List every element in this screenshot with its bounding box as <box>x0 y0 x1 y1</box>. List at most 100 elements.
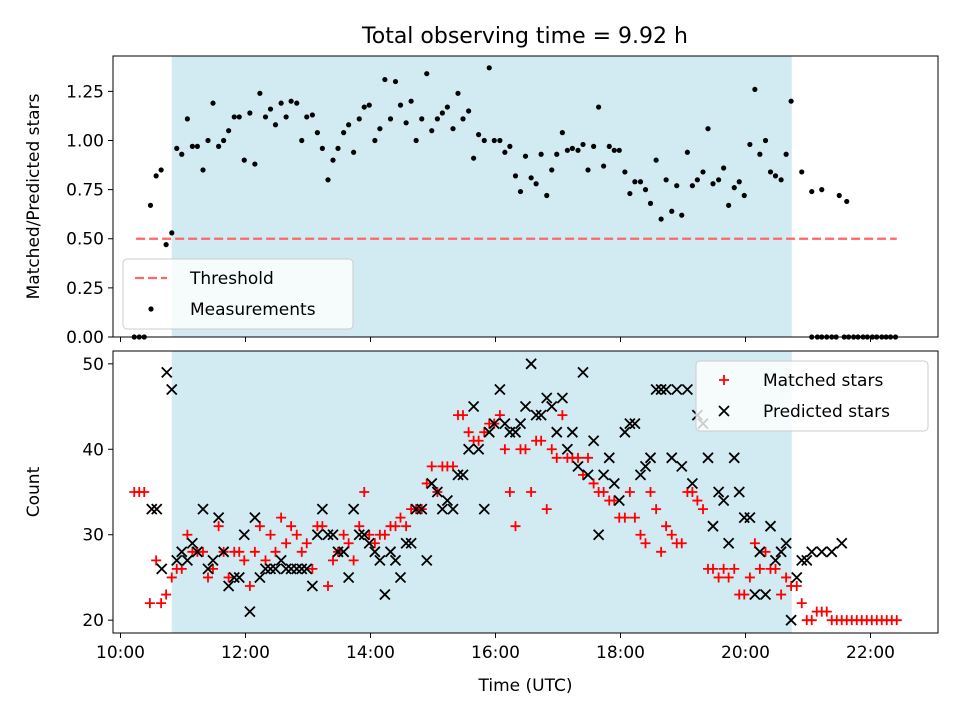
predicted-star-point <box>551 426 563 438</box>
legend-box <box>695 360 929 432</box>
measurement-point <box>366 102 372 108</box>
matched-star-point <box>510 521 521 532</box>
predicted-star-point <box>280 563 292 575</box>
predicted-star-point <box>728 452 740 464</box>
measurement-point <box>314 130 320 136</box>
measurement-point <box>710 181 716 187</box>
legend: Matched stars Predicted stars <box>695 360 929 432</box>
predicted-star-point <box>254 571 266 584</box>
predicted-star-point <box>181 554 194 567</box>
predicted-star-point <box>826 546 838 558</box>
measurement-point <box>262 114 269 120</box>
predicted-star-point <box>478 503 490 515</box>
predicted-star-point <box>249 511 261 524</box>
predicted-star-point <box>400 537 412 549</box>
measurement-point <box>174 145 180 151</box>
measurement-point <box>189 143 195 149</box>
predicted-star-point <box>666 452 678 464</box>
predicted-star-point <box>467 400 480 413</box>
predicted-star-point <box>634 469 647 481</box>
measurement-point <box>819 187 825 193</box>
matched-star-point <box>176 563 187 574</box>
matched-star-point <box>139 487 150 497</box>
measurement-point <box>658 216 664 222</box>
matched-star-point <box>182 529 193 540</box>
measurement-point <box>169 230 175 236</box>
predicted-star-point <box>342 571 355 584</box>
matched-star-point <box>323 581 333 591</box>
matched-star-point <box>781 572 792 583</box>
predicted-star-point <box>238 529 250 541</box>
measurement-point <box>304 114 310 120</box>
matched-star-point <box>151 555 162 566</box>
matched-star-point <box>213 521 224 532</box>
measurement-point <box>684 149 690 155</box>
measurement-point <box>512 173 519 179</box>
predicted-star-point <box>457 469 469 481</box>
predicted-star-point <box>722 537 735 549</box>
y-tick-label: 40 <box>82 440 104 460</box>
matched-star-point <box>260 555 271 566</box>
predicted-star-point <box>347 503 360 515</box>
predicted-star-point <box>603 452 615 464</box>
predicted-star-point <box>296 563 308 575</box>
matched-star-point <box>307 563 318 574</box>
measurement-point <box>517 188 524 195</box>
measurement-point <box>184 116 190 122</box>
matched-star-point <box>234 546 245 557</box>
matched-star-point <box>328 555 338 566</box>
legend: Threshold Measurements <box>122 258 354 330</box>
measurement-point <box>247 110 253 116</box>
matched-star-point <box>338 529 349 540</box>
predicted-star-point <box>337 546 350 558</box>
measurement-point <box>216 143 222 149</box>
predicted-star-point <box>525 358 537 370</box>
predicted-star-point <box>301 563 313 575</box>
matched-star-point <box>156 598 167 609</box>
matched-star-point <box>208 563 218 574</box>
predicted-star-point <box>613 494 625 507</box>
predicted-star-point <box>156 563 168 575</box>
predicted-star-point <box>166 383 178 396</box>
matched-star-point <box>520 444 531 455</box>
predicted-star-point <box>519 400 532 413</box>
predicted-star-point <box>733 486 745 498</box>
measurement-point <box>221 137 227 144</box>
matched-star-point <box>479 427 490 438</box>
matched-star-point <box>821 606 832 617</box>
legend-predicted-handle <box>718 405 730 417</box>
measurement-point <box>283 114 289 120</box>
measurement-point <box>528 175 534 181</box>
matched-star-point <box>776 589 787 600</box>
matched-star-point <box>796 598 807 609</box>
matched-star-point <box>364 529 375 540</box>
matched-star-point <box>426 461 437 472</box>
matched-star-point <box>244 581 255 591</box>
matched-star-point <box>640 538 651 549</box>
matched-star-point <box>551 452 562 463</box>
matched-star-point <box>661 521 672 532</box>
predicted-star-point <box>264 563 277 575</box>
y-tick-label: 20 <box>82 611 104 631</box>
measurement-point <box>799 169 805 175</box>
predicted-star-point <box>644 452 657 464</box>
predicted-star-point <box>426 477 438 490</box>
measurement-point <box>429 128 435 134</box>
predicted-star-point <box>353 529 365 541</box>
measurement-point <box>361 104 367 110</box>
predicted-star-point <box>806 546 818 558</box>
predicted-star-point <box>389 554 402 567</box>
matched-star-point <box>166 572 177 583</box>
x-tick-label: 14:00 <box>346 643 395 663</box>
measurement-point <box>444 104 450 110</box>
predicted-star-point <box>686 477 699 490</box>
predicted-star-point <box>151 503 163 515</box>
y-tick-label: 0.50 <box>66 230 104 250</box>
matched-star-point <box>239 555 250 566</box>
y-axis-label: Matched/Predicted stars <box>24 93 44 299</box>
bottom-panel: 20 30 40 50 10:00 12:00 14:00 16:00 18:00 20:00 22… <box>24 350 939 696</box>
measurement-point <box>663 177 669 183</box>
matched-star-point <box>448 461 458 472</box>
predicted-star-point <box>316 503 329 515</box>
measurement-point <box>450 126 456 132</box>
